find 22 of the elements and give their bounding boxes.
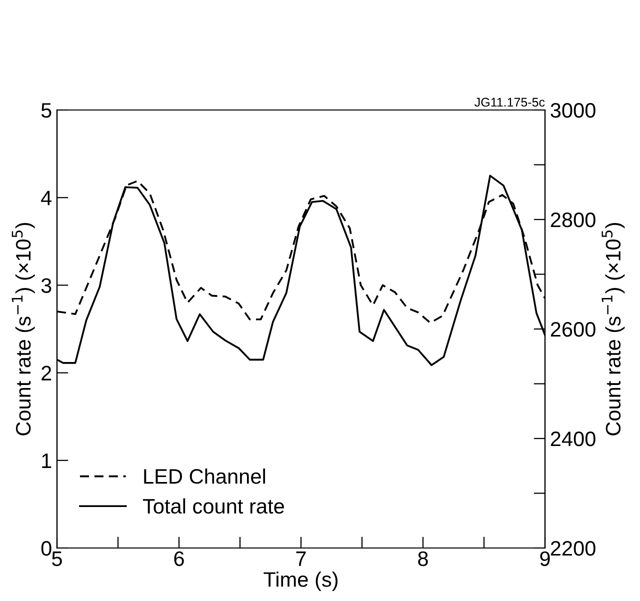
x-tick-label: 7 [296, 552, 306, 566]
y2-axis-title: Count rate (s$^{−1}$) (×10$^{5}$) [602, 223, 625, 436]
x-tick-label: 9 [540, 551, 550, 566]
y-tick-label: 5 [41, 103, 52, 118]
legend-label: LED Channel [144, 468, 265, 484]
y-tick-label: 4 [41, 190, 52, 206]
y2-tick-label: 3000 [550, 103, 596, 118]
y2-tick-label: 2600 [550, 322, 596, 337]
x-axis-title: Time (s) [264, 572, 338, 591]
x-tick-label: 8 [418, 551, 428, 566]
y-tick-label: 1 [42, 454, 52, 468]
y-tick-label: 3 [41, 278, 52, 293]
y2-tick-label: 2800 [550, 212, 596, 228]
x-tick-label: 6 [174, 551, 184, 566]
y2-tick-label: 2400 [550, 432, 596, 446]
text: JG11.175-5c [474, 98, 545, 107]
legend-label: Total count rate [142, 498, 284, 514]
x-tick-label: 5 [52, 552, 62, 566]
y-axis-title: Count rate (s$^{−1}$) (×10$^{5}$) [12, 223, 35, 436]
y-tick-label: 0 [41, 541, 52, 556]
y2-tick-label: 2200 [550, 541, 596, 556]
y-tick-label: 2 [42, 366, 52, 380]
